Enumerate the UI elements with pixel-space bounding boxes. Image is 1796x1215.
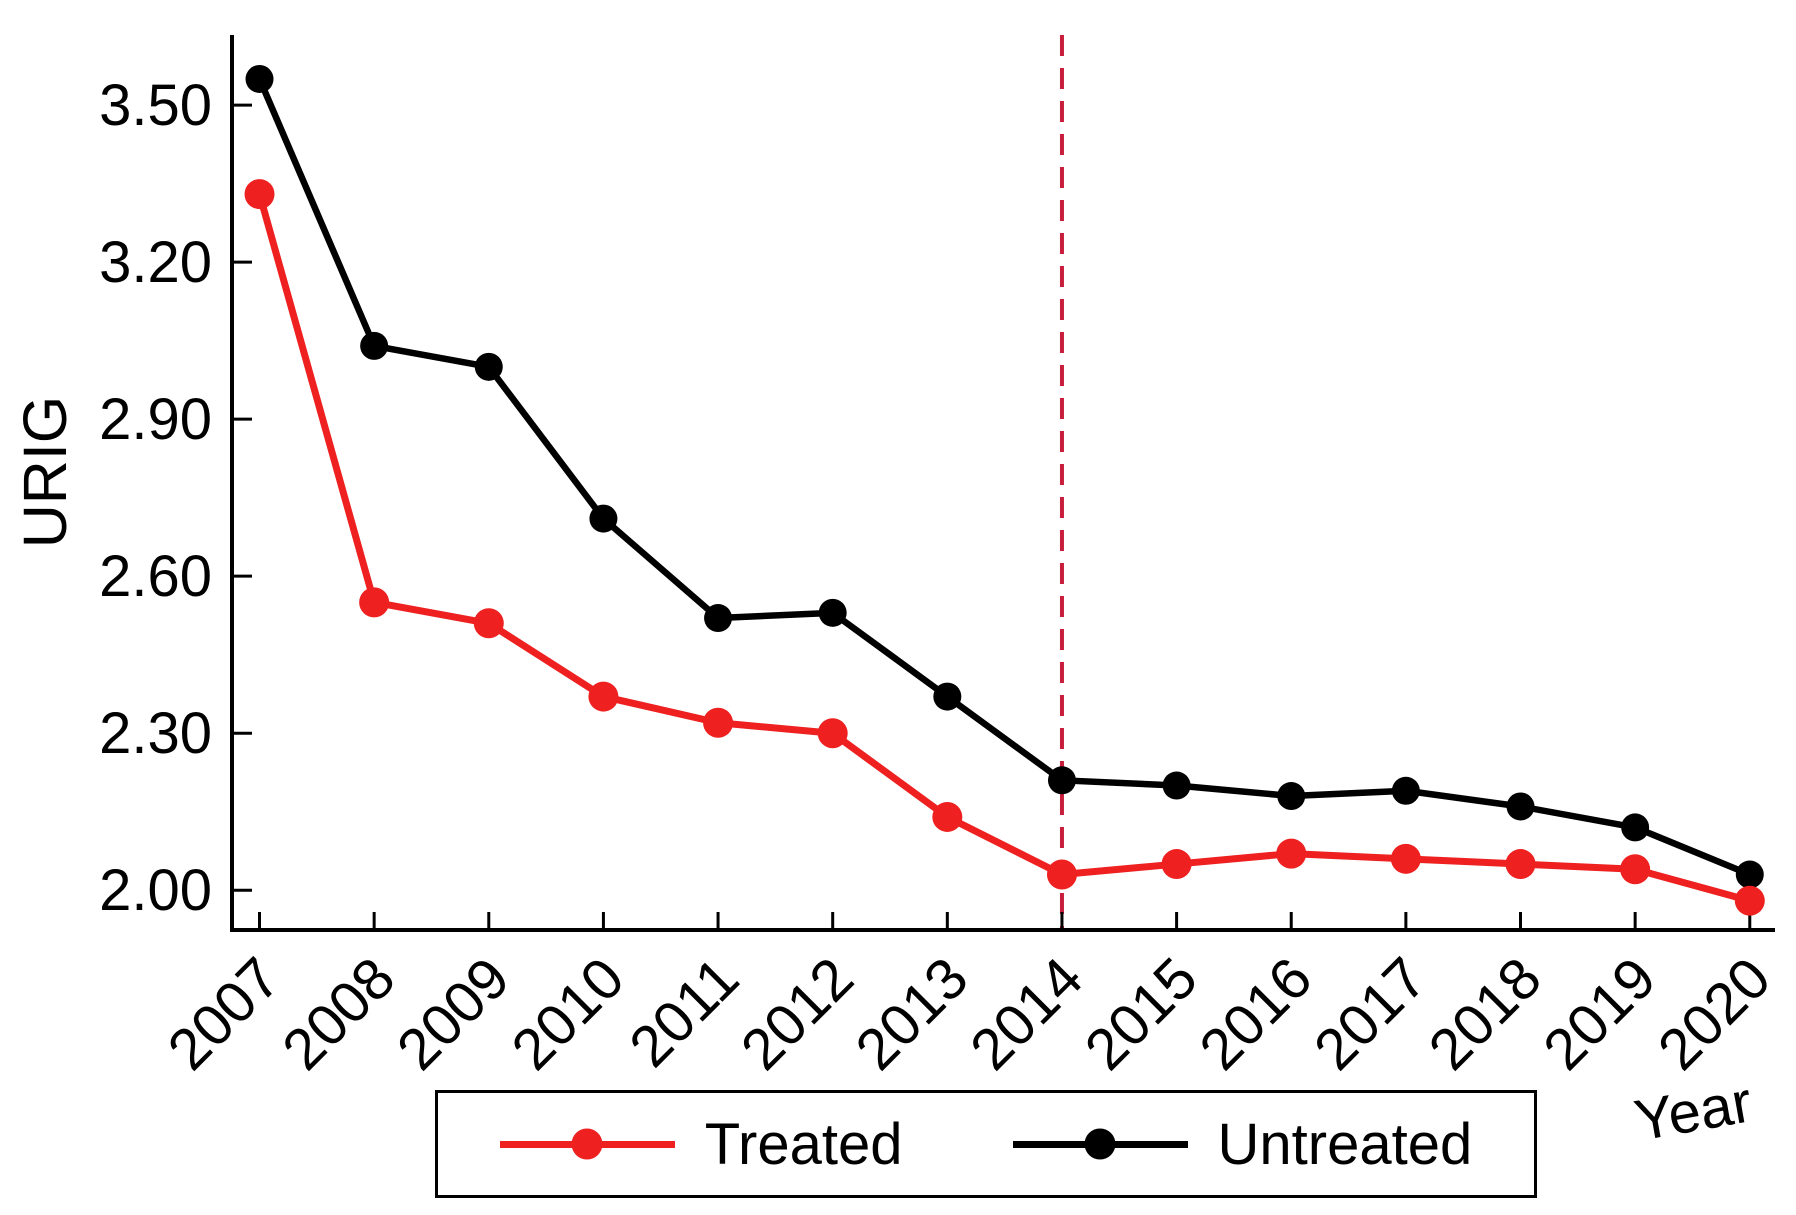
legend-box: Treated Untreated [435,1090,1537,1198]
marker-treated-2008 [359,587,390,618]
series-line-untreated [256,77,1752,878]
marker-untreated-2016 [1277,782,1306,811]
treated-line-sample [499,1128,675,1160]
treated-marker-icon [571,1128,603,1160]
y-tick-label: 2.60 [99,544,212,609]
marker-untreated-2012 [818,598,847,627]
legend-entry-untreated: Untreated [1012,1111,1473,1178]
x-tick-label: 2013 [843,945,980,1082]
x-tick-label: 2012 [729,945,866,1082]
marker-treated-2018 [1505,849,1536,880]
marker-untreated-2013 [933,682,962,711]
marker-treated-2010 [588,681,619,712]
marker-untreated-2015 [1162,771,1191,800]
marker-treated-2013 [932,801,963,832]
marker-treated-2012 [817,718,848,749]
marker-untreated-2018 [1506,792,1535,821]
y-tick-label: 2.00 [99,858,212,923]
marker-treated-2011 [703,707,734,738]
marker-untreated-2017 [1391,776,1420,805]
marker-untreated-2011 [704,604,733,633]
marker-treated-2020 [1734,885,1765,916]
x-tick-label: 2019 [1531,945,1668,1082]
y-axis-title: URIG [11,395,79,549]
x-tick-label: 2007 [156,945,293,1082]
marker-untreated-2014 [1047,766,1076,795]
legend-label-untreated: Untreated [1217,1111,1473,1177]
marker-untreated-2020 [1735,860,1764,889]
x-tick-label: 2009 [385,945,522,1082]
marker-untreated-2010 [589,504,618,533]
series-line-treated [256,193,1751,905]
y-tick-label: 2.30 [99,701,212,766]
y-tick-label: 3.50 [99,73,212,138]
marker-treated-2019 [1620,854,1651,885]
x-tick-label: 2008 [270,945,407,1082]
marker-treated-2009 [473,608,504,639]
marker-treated-2017 [1390,843,1421,874]
marker-untreated-2009 [474,352,503,381]
marker-untreated-2019 [1621,813,1650,842]
x-tick-label: 2015 [1073,945,1210,1082]
x-tick-label: 2014 [958,945,1095,1082]
legend-entry-treated: Treated [499,1111,903,1178]
marker-treated-2016 [1276,838,1307,869]
x-tick-label: 2011 [617,945,751,1079]
marker-untreated-2007 [245,64,274,93]
untreated-marker-icon [1084,1128,1116,1160]
marker-treated-2015 [1161,849,1192,880]
y-tick-label: 2.90 [99,387,212,452]
legend-label-treated: Treated [704,1111,903,1177]
marker-untreated-2008 [360,331,389,360]
x-tick-label: 2020 [1646,945,1783,1082]
x-tick-label: 2017 [1302,945,1439,1082]
y-tick-label: 3.20 [99,230,212,295]
x-tick-label: 2016 [1187,945,1324,1082]
marker-treated-2007 [244,179,275,210]
marker-treated-2014 [1046,859,1077,890]
x-tick-label: 2010 [499,945,636,1082]
x-tick-label: 2018 [1416,945,1553,1082]
untreated-line-sample [1012,1128,1188,1160]
